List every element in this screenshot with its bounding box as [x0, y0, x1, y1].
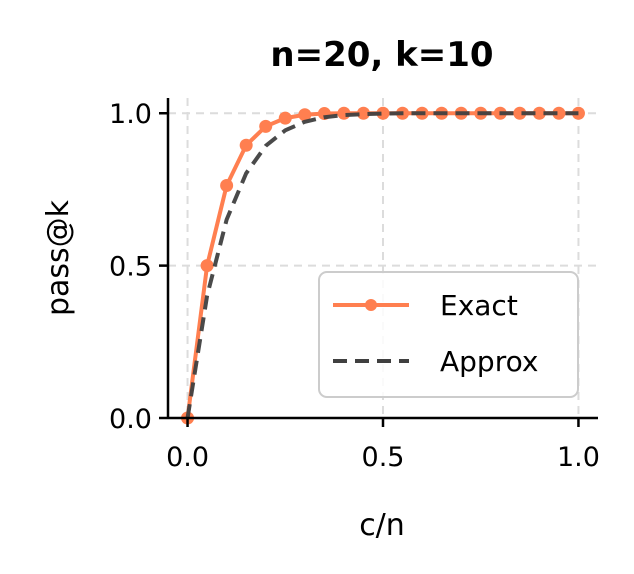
data-point-exact — [200, 259, 214, 273]
y-tick-label: 0.5 — [109, 252, 152, 283]
data-point-exact — [552, 106, 566, 120]
legend-marker-exact — [365, 299, 377, 311]
x-tick-label: 0.5 — [362, 442, 405, 473]
y-axis-label: pass@k — [41, 199, 76, 316]
y-tick-label: 1.0 — [109, 99, 152, 130]
chart-title: n=20, k=10 — [270, 35, 493, 75]
data-point-exact — [532, 106, 546, 120]
ticks: 0.0 0.5 1.0 0.0 0.5 1.0 — [109, 99, 600, 473]
data-point-exact — [356, 106, 370, 120]
data-point-exact — [220, 178, 234, 192]
data-point-exact — [571, 106, 585, 120]
series-line-approx — [185, 111, 579, 419]
data-point-exact — [259, 119, 273, 133]
legend-label-exact: Exact — [440, 289, 518, 322]
legend: Exact Approx — [318, 271, 579, 398]
data-point-exact — [298, 108, 312, 122]
x-tick-label: 0.0 — [166, 442, 209, 473]
y-tick-label: 0.0 — [109, 404, 152, 435]
legend-label-approx: Approx — [440, 345, 538, 378]
data-point-exact — [513, 106, 527, 120]
x-axis-label: c/n — [359, 508, 405, 543]
data-point-exact — [376, 106, 390, 120]
x-tick-label: 1.0 — [557, 442, 600, 473]
data-point-exact — [239, 138, 253, 152]
data-point-exact — [278, 111, 292, 125]
